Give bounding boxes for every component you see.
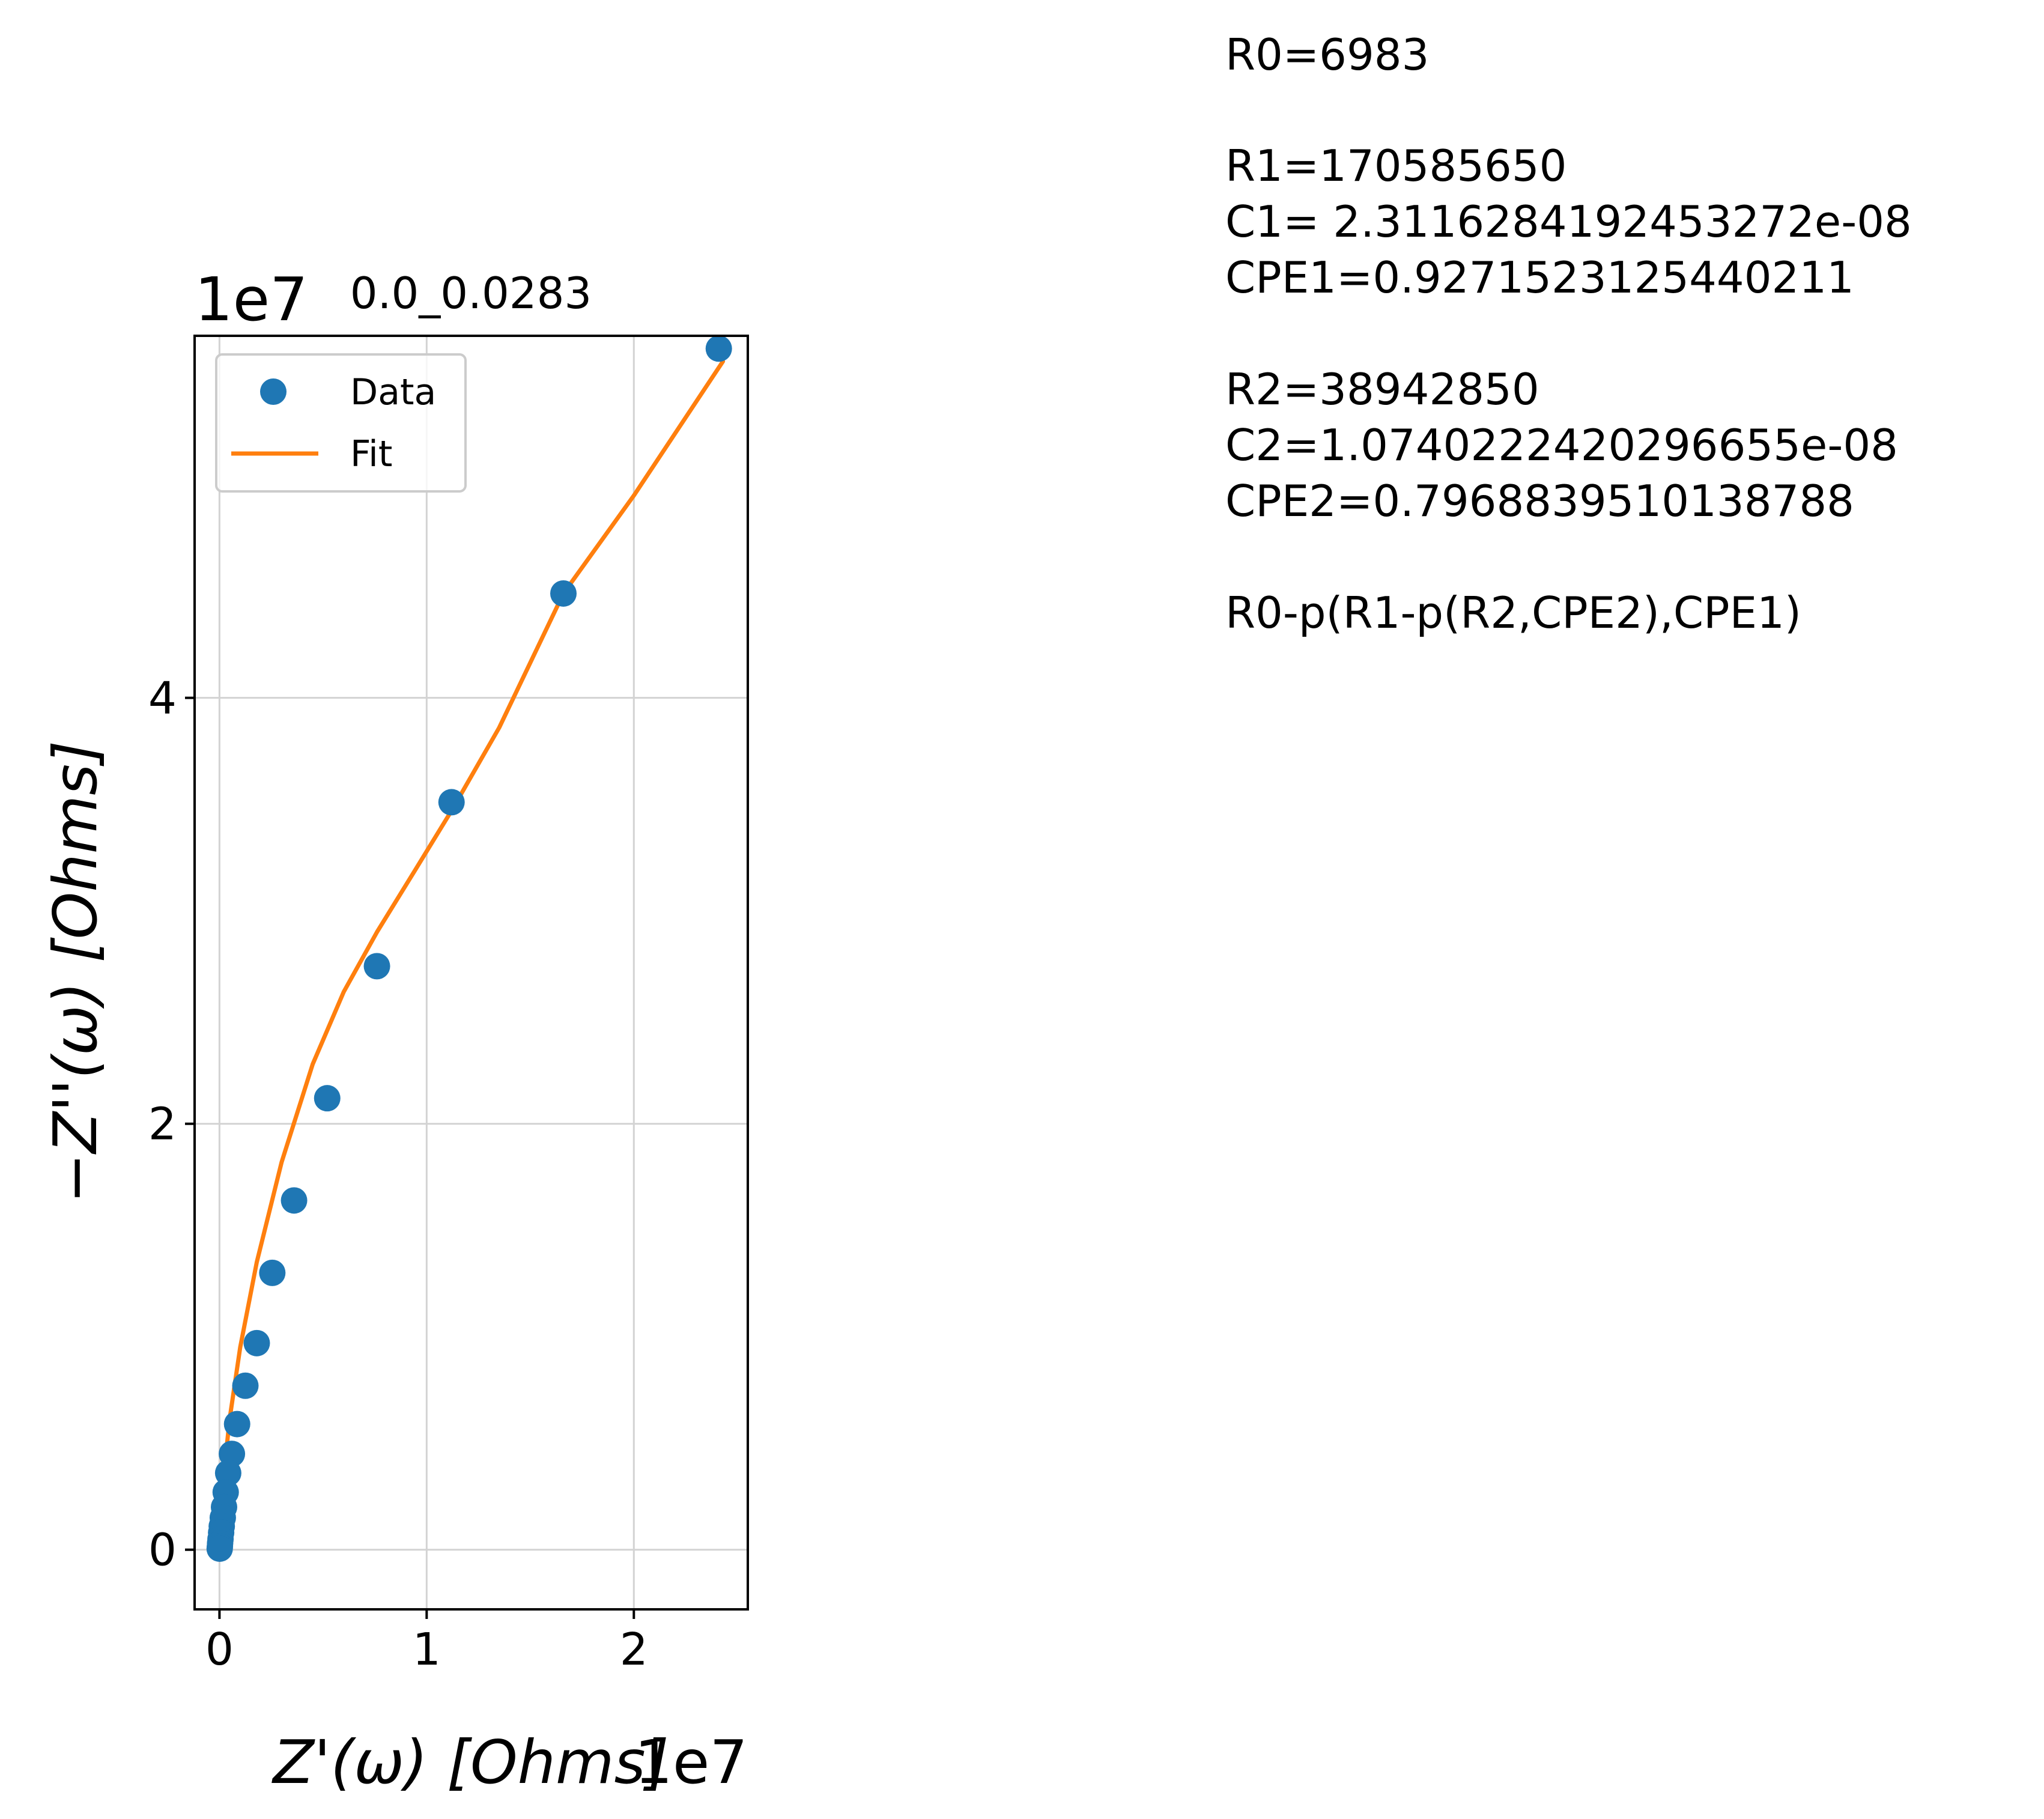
data-point xyxy=(206,1535,233,1562)
param-c2: C2=1.0740222420296655e-08 xyxy=(1225,420,1898,470)
data-point xyxy=(223,1411,250,1438)
chart-title: 0.0_0.0283 xyxy=(350,268,592,318)
x-axis-label: Z'(ω) [Ohms] xyxy=(271,1727,669,1797)
data-point xyxy=(550,580,577,607)
axis-ticks: 0 1 2 0 2 4 xyxy=(148,673,648,1675)
data-point xyxy=(438,789,465,816)
legend: Data Fit xyxy=(215,353,467,493)
data-series xyxy=(206,335,732,1562)
x-tick-label: 2 xyxy=(620,1624,648,1675)
data-point xyxy=(259,1259,286,1286)
fit-series xyxy=(217,359,726,1552)
data-point xyxy=(705,335,732,362)
data-point xyxy=(363,953,390,980)
grid xyxy=(195,336,748,1609)
param-cpe2: CPE2=0.7968839510138788 xyxy=(1225,476,1854,526)
y-multiplier: 1e7 xyxy=(195,264,308,335)
data-point xyxy=(281,1187,308,1214)
fit-line xyxy=(217,359,726,1552)
legend-data-label: Data xyxy=(350,371,436,413)
legend-data-marker xyxy=(260,378,287,405)
param-r2: R2=38942850 xyxy=(1225,364,1539,415)
param-c1: C1= 2.3116284192453272e-08 xyxy=(1225,196,1912,247)
data-point xyxy=(232,1372,259,1399)
legend-fit-label: Fit xyxy=(350,433,392,475)
param-r1: R1=170585650 xyxy=(1225,141,1567,191)
x-multiplier: 1e7 xyxy=(634,1727,748,1797)
data-point xyxy=(243,1329,270,1356)
x-tick-label: 0 xyxy=(205,1624,234,1675)
data-point xyxy=(314,1085,341,1112)
param-cpe1: CPE1=0.9271523125440211 xyxy=(1225,252,1854,303)
y-tick-label: 4 xyxy=(148,673,177,724)
param-r0: R0=6983 xyxy=(1225,29,1430,80)
y-tick-label: 2 xyxy=(148,1099,177,1150)
data-point xyxy=(214,1460,241,1487)
param-circuit: R0-p(R1-p(R2,CPE2),CPE1) xyxy=(1225,588,1801,638)
y-tick-label: 0 xyxy=(148,1525,177,1576)
y-axis-label: −Z''(ω) [Ohms] xyxy=(40,741,111,1203)
x-tick-label: 1 xyxy=(413,1624,441,1675)
plot-frame xyxy=(193,335,749,1611)
